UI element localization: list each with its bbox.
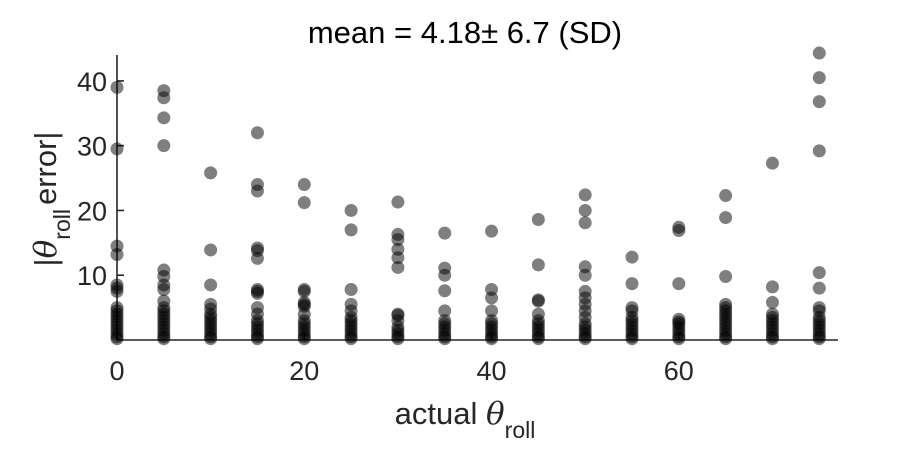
x-tick-label: 40 [477, 356, 507, 386]
data-point [531, 258, 545, 272]
data-point [438, 284, 452, 298]
data-point [250, 126, 264, 140]
data-point [578, 268, 592, 282]
data-point [625, 332, 639, 346]
data-point [485, 291, 499, 305]
data-point [578, 188, 592, 202]
x-axis-ticks: 0 20 40 60 [109, 333, 694, 386]
x-axis-label-symbol: θ [486, 396, 505, 432]
y-axis-label-suffix: error| [28, 132, 63, 206]
data-point [625, 250, 639, 264]
data-point [204, 243, 218, 257]
data-point [391, 233, 405, 247]
data-point [438, 226, 452, 240]
y-tick-label: 30 [77, 132, 107, 162]
data-point [344, 223, 358, 237]
data-point [812, 281, 826, 295]
data-point [485, 304, 499, 318]
data-point [578, 203, 592, 217]
data-point [110, 248, 124, 261]
data-point [485, 224, 499, 238]
data-point [297, 284, 311, 298]
data-point [765, 295, 779, 309]
x-axis-label-subscript: roll [505, 417, 536, 443]
data-point [531, 213, 545, 227]
data-point [625, 277, 639, 291]
data-point [110, 80, 124, 94]
data-point [812, 46, 826, 60]
y-axis-label-subscript: roll [49, 209, 75, 240]
data-point [812, 95, 826, 109]
data-point [204, 166, 218, 180]
y-tick-label: 10 [77, 261, 107, 291]
data-point [157, 139, 171, 153]
data-point [719, 332, 733, 346]
x-tick-label: 20 [289, 356, 319, 386]
data-point [578, 216, 592, 230]
data-point [250, 286, 264, 300]
data-point [812, 71, 826, 85]
y-axis-label: |θroll error| [28, 132, 75, 267]
y-tick-label: 40 [77, 67, 107, 97]
data-point [438, 268, 452, 282]
data-point [297, 332, 311, 346]
plot-area: 10 20 30 40 0 20 40 60 [77, 46, 838, 386]
data-point [578, 332, 592, 346]
data-point [765, 156, 779, 170]
data-point [344, 203, 358, 217]
data-point [250, 251, 264, 265]
data-point [438, 332, 452, 346]
x-tick-label: 60 [664, 356, 694, 386]
data-point [110, 332, 124, 346]
data-point [438, 304, 452, 318]
data-point [157, 111, 171, 125]
data-point [297, 178, 311, 192]
data-point [204, 332, 218, 346]
data-point [812, 332, 826, 346]
data-point [391, 332, 405, 346]
x-tick-label: 0 [109, 356, 124, 386]
data-point [110, 284, 124, 298]
data-point [110, 142, 124, 156]
y-tick-label: 20 [77, 196, 107, 226]
data-point [812, 144, 826, 158]
y-axis-label-prefix: | [28, 258, 63, 266]
data-point [157, 282, 171, 296]
data-point [250, 184, 264, 198]
data-point [485, 332, 499, 346]
data-point [531, 332, 545, 346]
data-points [110, 46, 826, 346]
data-point [157, 332, 171, 346]
data-point [531, 294, 545, 308]
data-point [297, 196, 311, 210]
data-point [719, 189, 733, 203]
y-axis-label-symbol: θ [28, 239, 64, 258]
y-axis-ticks: 10 20 30 40 [77, 67, 124, 291]
data-point [344, 332, 358, 346]
data-point [391, 260, 405, 274]
data-point [391, 251, 405, 265]
data-point [157, 91, 171, 105]
data-point [344, 282, 358, 296]
data-point [672, 332, 686, 346]
data-point [812, 266, 826, 280]
x-axis-label-prefix: actual [395, 396, 486, 431]
data-point [719, 270, 733, 284]
data-point [391, 195, 405, 209]
data-point [765, 332, 779, 346]
data-point [719, 211, 733, 225]
chart-title: mean = 4.18± 6.7 (SD) [308, 15, 622, 50]
data-point [765, 280, 779, 294]
data-point [672, 277, 686, 291]
data-point [250, 332, 264, 346]
data-point [672, 224, 686, 238]
data-point [204, 278, 218, 292]
x-axis-label: actual θroll [395, 396, 536, 443]
